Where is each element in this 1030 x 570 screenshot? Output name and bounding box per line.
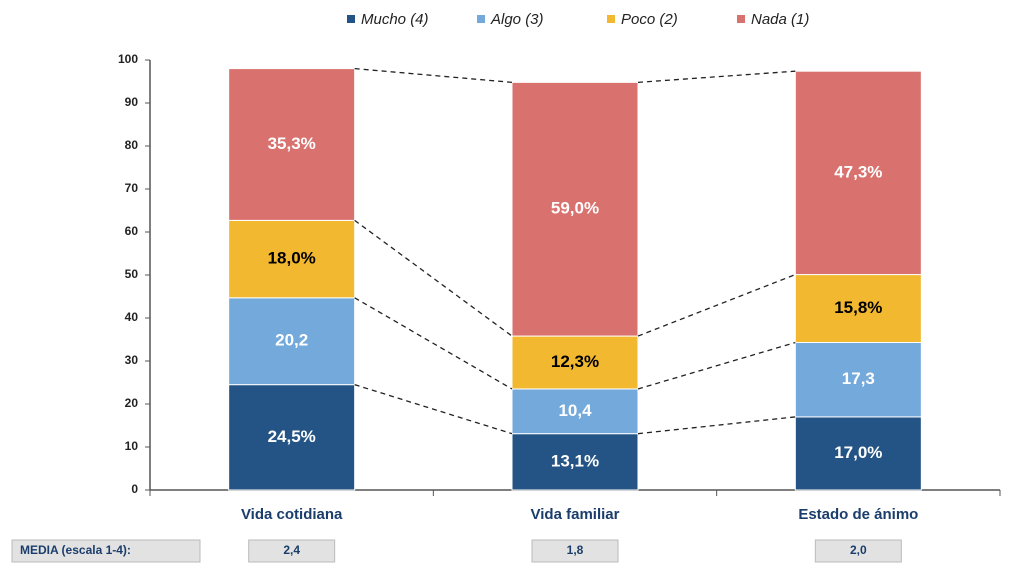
- value-label: 17,0%: [834, 443, 882, 462]
- bar-segment: [228, 219, 356, 299]
- y-tick-label: 90: [125, 95, 139, 109]
- legend-swatch: [607, 15, 615, 23]
- x-tick-label: Estado de ánimo: [798, 506, 918, 523]
- y-tick-label: 50: [125, 267, 139, 281]
- value-label: 12,3%: [551, 352, 599, 371]
- connector: [637, 416, 796, 435]
- bar-segment: [794, 342, 922, 418]
- legend-label: Nada (1): [751, 11, 809, 28]
- value-label: 17,3: [842, 369, 875, 388]
- value-label: 13,1%: [551, 451, 599, 470]
- bar-segment: [794, 274, 922, 344]
- y-tick-label: 60: [125, 224, 139, 238]
- connector: [637, 341, 796, 390]
- y-tick-label: 30: [125, 353, 139, 367]
- bar-segment: [511, 81, 639, 337]
- media-box: [531, 539, 619, 563]
- bar-segment: [228, 68, 356, 221]
- legend-swatch: [737, 15, 745, 23]
- value-label: 18,0%: [268, 249, 316, 268]
- value-label: 24,5%: [268, 427, 316, 446]
- media-value: 2,4: [283, 543, 300, 557]
- value-label: 20,2: [275, 331, 308, 350]
- bar-segment: [228, 384, 356, 491]
- legend-swatch: [347, 15, 355, 23]
- value-label: 15,8%: [834, 298, 882, 317]
- x-tick-label: Vida cotidiana: [241, 506, 343, 523]
- media-box: [248, 539, 336, 563]
- y-tick-label: 10: [125, 439, 139, 453]
- legend-swatch: [477, 15, 485, 23]
- y-tick-label: 80: [125, 138, 139, 152]
- legend-label: Algo (3): [490, 11, 544, 28]
- y-tick-label: 70: [125, 181, 139, 195]
- value-label: 59,0%: [551, 199, 599, 218]
- y-tick-label: 20: [125, 396, 139, 410]
- connector: [354, 219, 513, 337]
- bar-segment: [228, 297, 356, 386]
- bar-segment: [511, 388, 639, 435]
- bar-segment: [511, 433, 639, 491]
- connector: [637, 70, 796, 84]
- media-label: MEDIA (escala 1-4):: [20, 543, 131, 557]
- media-value: 2,0: [850, 543, 867, 557]
- bar-segment: [794, 416, 922, 491]
- legend-label: Mucho (4): [361, 11, 429, 28]
- media-box: [814, 539, 902, 563]
- connector: [637, 273, 796, 337]
- y-tick-label: 100: [118, 52, 138, 66]
- connector: [354, 384, 513, 435]
- y-tick-label: 0: [131, 482, 138, 496]
- value-label: 47,3%: [834, 162, 882, 181]
- connector: [354, 297, 513, 390]
- value-label: 35,3%: [268, 134, 316, 153]
- value-label: 10,4: [558, 401, 592, 420]
- media-value: 1,8: [567, 543, 584, 557]
- connector: [354, 67, 513, 84]
- legend-label: Poco (2): [621, 11, 678, 28]
- y-tick-label: 40: [125, 310, 139, 324]
- x-tick-label: Vida familiar: [531, 506, 620, 523]
- media-label-box: [11, 539, 201, 563]
- bar-segment: [794, 70, 922, 276]
